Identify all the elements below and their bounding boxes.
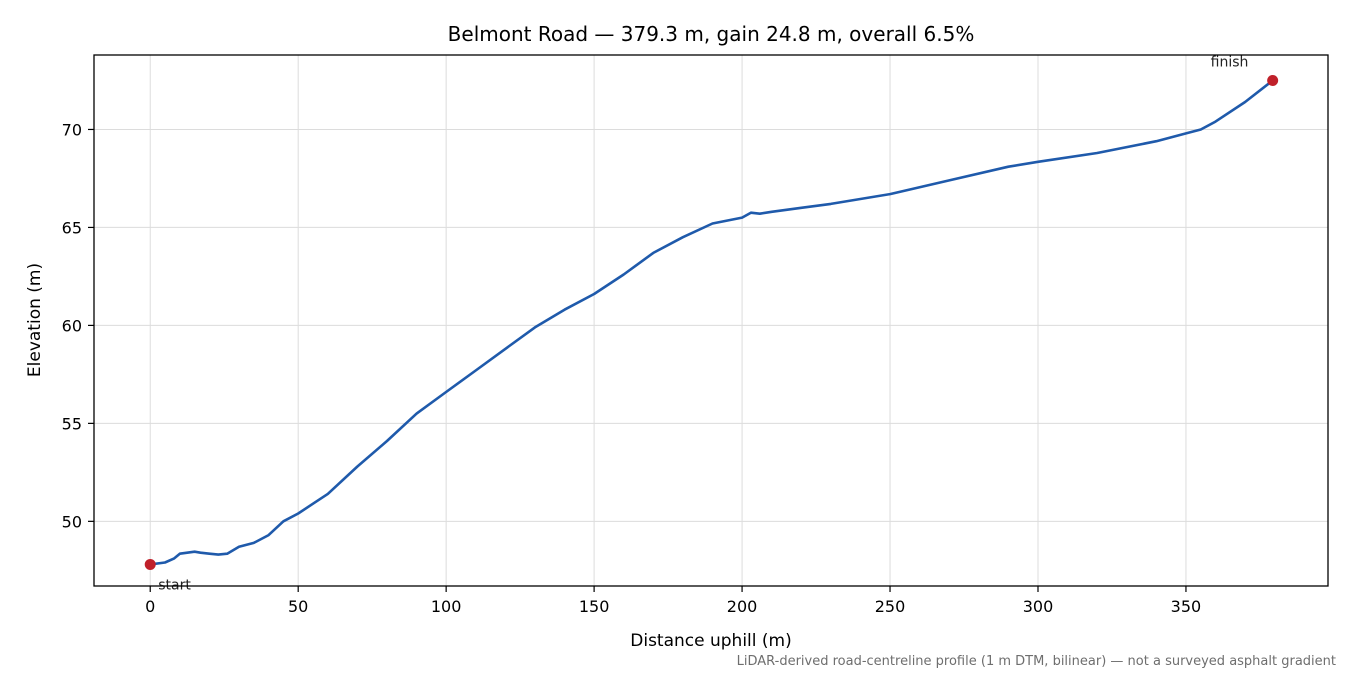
y-tick-label: 50 [62, 512, 82, 531]
x-tick-label: 250 [875, 597, 906, 616]
elevation-series-line [148, 79, 1274, 566]
x-tick-label: 300 [1023, 597, 1054, 616]
series-layer [148, 79, 1274, 566]
y-tick-label: 70 [62, 120, 82, 139]
x-tick-label: 0 [145, 597, 155, 616]
x-tick-label: 100 [431, 597, 462, 616]
footnote: LiDAR-derived road-centreline profile (1… [737, 654, 1336, 669]
grid-layer [94, 55, 1328, 586]
y-tick-label: 60 [62, 316, 82, 335]
tick-layer: 0 50 100 150 200 250 300 350 50 55 60 65 70 [62, 120, 1202, 616]
x-axis-title: Distance uphill (m) [630, 631, 791, 651]
x-tick-label: 200 [727, 597, 758, 616]
chart-title: Belmont Road — 379.3 m, gain 24.8 m, ove… [448, 22, 975, 46]
x-tick-label: 350 [1171, 597, 1202, 616]
x-tick-label: 150 [579, 597, 610, 616]
y-tick-label: 65 [62, 218, 82, 237]
start-marker [144, 558, 156, 570]
y-tick-label: 55 [62, 414, 82, 433]
finish-label: finish [1211, 54, 1249, 70]
x-tick-label: 50 [288, 597, 308, 616]
plot-frame [93, 54, 1329, 587]
finish-marker [1267, 74, 1279, 86]
y-axis-title: Elevation (m) [25, 263, 45, 377]
